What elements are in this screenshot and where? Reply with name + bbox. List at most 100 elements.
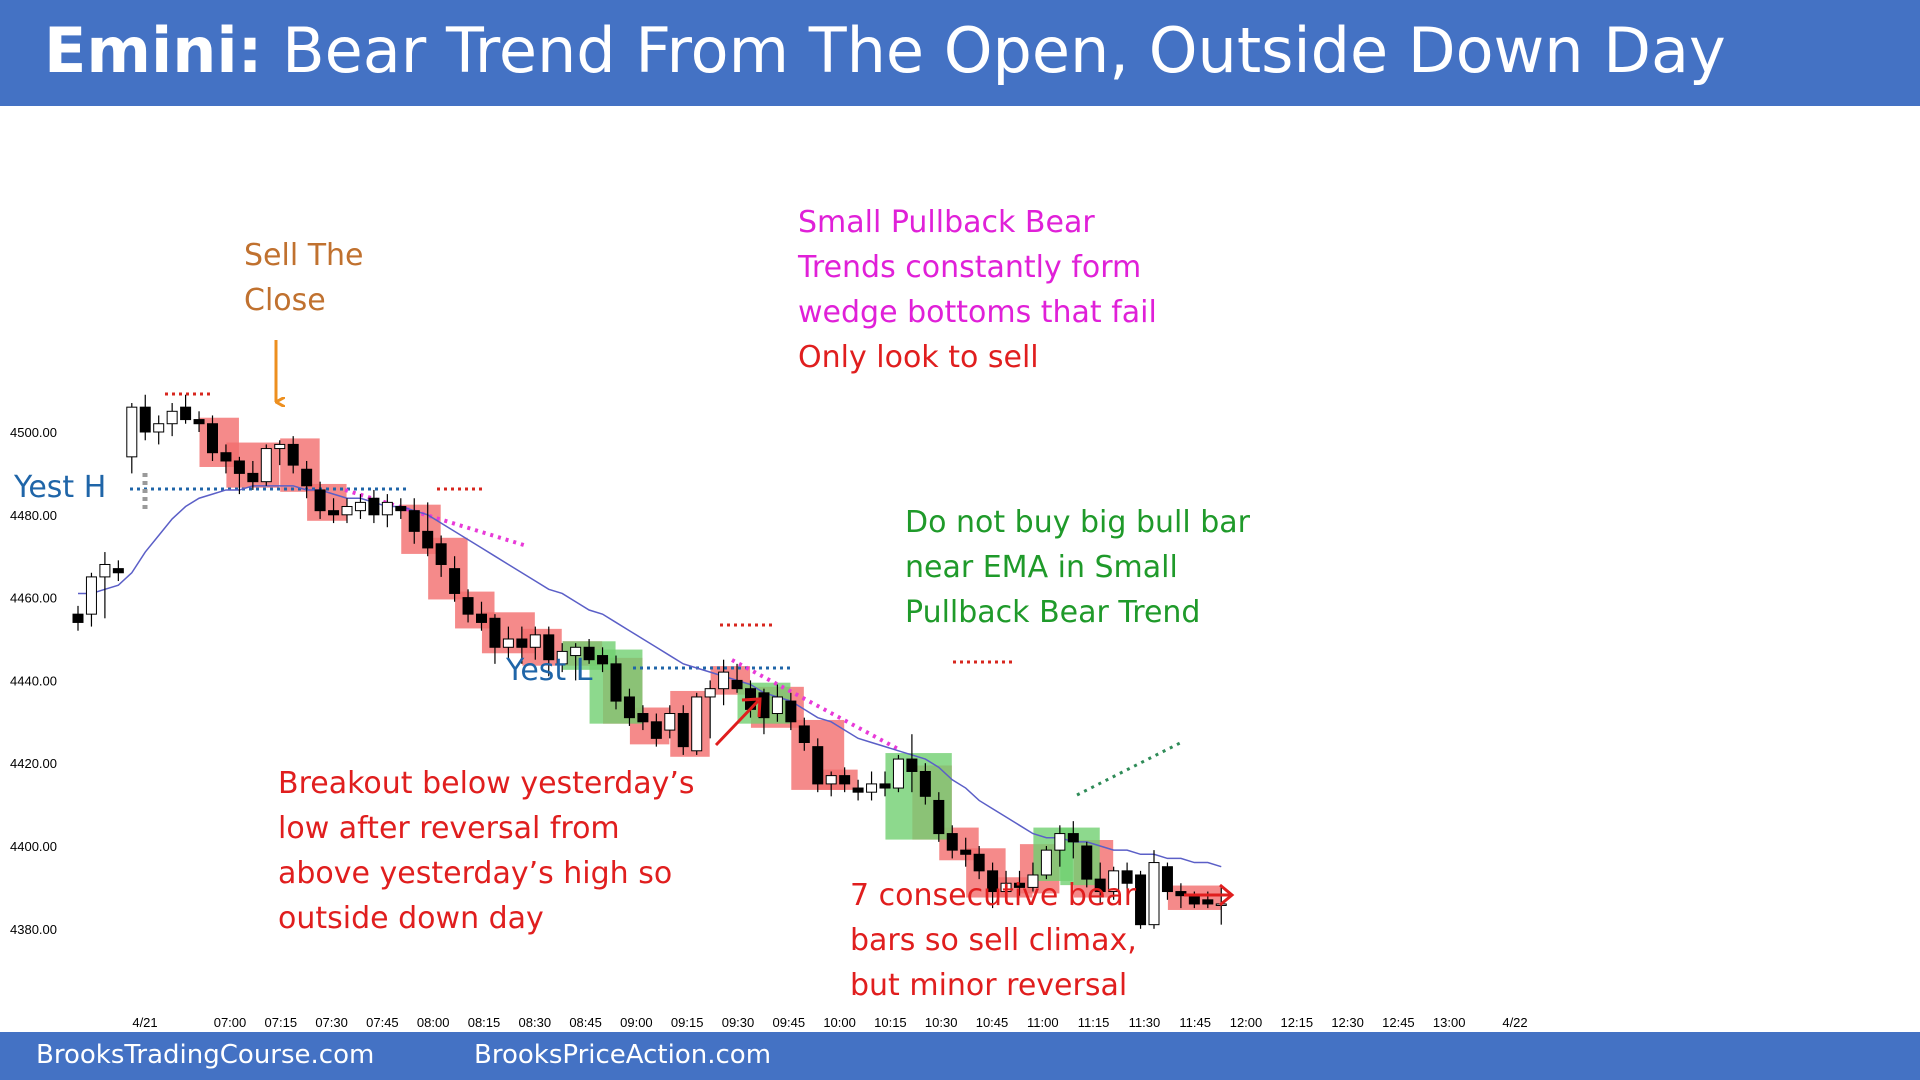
title-banner bbox=[0, 0, 1920, 106]
bear-candle-body bbox=[476, 613, 487, 623]
x-tick-label: 07:00 bbox=[214, 1015, 247, 1030]
bull-candle-body bbox=[570, 646, 582, 657]
bear-candle-body bbox=[301, 468, 313, 487]
bear-candle-body bbox=[879, 783, 891, 789]
x-tick-label: 07:45 bbox=[366, 1015, 399, 1030]
breakout-line-2: low after reversal from bbox=[278, 811, 620, 846]
candle bbox=[1054, 825, 1066, 867]
bear-candle-body bbox=[516, 638, 528, 648]
bear-candle-body bbox=[597, 655, 609, 665]
bear-candle-body bbox=[933, 799, 945, 835]
candle bbox=[1094, 862, 1106, 904]
title-text: Bear Trend From The Open, Outside Down D… bbox=[262, 14, 1726, 87]
x-tick-label: 10:45 bbox=[976, 1015, 1009, 1030]
bull-candle-body bbox=[1027, 874, 1039, 888]
candle bbox=[180, 394, 192, 424]
x-tick-label: 12:00 bbox=[1230, 1015, 1263, 1030]
bear-candle-body bbox=[422, 530, 434, 549]
bear-candle-body bbox=[1121, 870, 1133, 884]
candle bbox=[301, 460, 313, 499]
bull-candle-body bbox=[166, 410, 178, 425]
candle bbox=[973, 846, 985, 880]
yest-h-label: Yest H bbox=[13, 470, 106, 505]
candle bbox=[1081, 841, 1093, 888]
bear-candle-body bbox=[435, 543, 447, 565]
candle bbox=[99, 552, 111, 619]
x-tick-label: 12:45 bbox=[1382, 1015, 1415, 1030]
bear-candle-body bbox=[462, 597, 474, 615]
y-tick-label: 4440.00 bbox=[10, 673, 57, 688]
candle bbox=[731, 663, 743, 693]
candle bbox=[597, 647, 609, 673]
bull-candle-body bbox=[1000, 882, 1012, 893]
bear-candle-body bbox=[798, 725, 810, 744]
candle bbox=[1121, 862, 1133, 896]
candle bbox=[960, 837, 972, 867]
seven-bars-line-1: 7 consecutive bear bbox=[850, 878, 1137, 913]
bull-candle-body bbox=[892, 758, 904, 789]
bear-candle-body bbox=[987, 870, 999, 893]
y-tick-label: 4380.00 bbox=[10, 922, 57, 937]
candle bbox=[112, 560, 124, 582]
x-axis: 4/21 07:00 07:15 07:30 07:45 08:00 08:15 08:30 0… bbox=[132, 1015, 1527, 1030]
y-tick-label: 4460.00 bbox=[10, 591, 57, 606]
bear-candle-body bbox=[610, 663, 622, 702]
bear-candle-body bbox=[314, 489, 326, 512]
candle bbox=[1000, 870, 1012, 900]
bear-candle-body bbox=[543, 634, 555, 661]
bear-candle-body bbox=[233, 460, 245, 474]
bull-candle-body bbox=[341, 506, 353, 516]
x-tick-label: 10:00 bbox=[823, 1015, 856, 1030]
ema-line bbox=[78, 485, 1222, 868]
candle bbox=[449, 556, 461, 602]
bull-candle-body bbox=[691, 696, 703, 752]
do-not-buy-line-1: Do not buy big bull bar bbox=[905, 505, 1251, 540]
footer-link-brookspriceaction[interactable]: BrooksPriceAction.com bbox=[474, 1040, 772, 1070]
candle bbox=[798, 717, 810, 751]
y-tick-label: 4420.00 bbox=[10, 756, 57, 771]
small-pullback-line-2: Trends constantly form bbox=[797, 250, 1141, 285]
bull-candle-body bbox=[260, 448, 272, 483]
breakout-line-4: outside down day bbox=[278, 901, 544, 936]
highlight-box bbox=[428, 537, 468, 600]
x-tick-label: 4/22 bbox=[1502, 1015, 1527, 1030]
bear-candle-body bbox=[72, 613, 84, 623]
bear-candle-body bbox=[449, 568, 461, 594]
x-tick-label: 07:15 bbox=[265, 1015, 298, 1030]
yest-l-label: Yest L bbox=[505, 653, 593, 688]
candle bbox=[1148, 850, 1160, 929]
candle bbox=[476, 601, 487, 631]
footer-link-brookstradingcourse[interactable]: BrooksTradingCourse.com bbox=[36, 1040, 375, 1070]
bull-candle-body bbox=[664, 713, 676, 731]
bull-candle-body bbox=[704, 688, 716, 698]
candle bbox=[1027, 862, 1039, 892]
bull-candle-body bbox=[556, 650, 568, 665]
bear-candle-body bbox=[368, 497, 380, 516]
candle bbox=[812, 738, 824, 793]
candle bbox=[906, 734, 918, 793]
candle bbox=[354, 494, 366, 519]
bear-candle-body bbox=[906, 758, 918, 772]
candle bbox=[72, 605, 84, 631]
bull-candle-body bbox=[274, 443, 286, 450]
bear-candle-body bbox=[207, 423, 218, 454]
only-sell-text: Only look to sell bbox=[798, 340, 1039, 375]
breakout-line-1: Breakout below yesterday’s bbox=[278, 766, 695, 801]
bull-candle-body bbox=[529, 634, 541, 648]
y-axis: 4500.00 4480.00 4460.00 4440.00 4420.00 4400.… bbox=[10, 425, 57, 937]
bear-candle-body bbox=[852, 787, 864, 793]
x-tick-label: 10:30 bbox=[925, 1015, 958, 1030]
candle bbox=[516, 626, 528, 664]
candle bbox=[1067, 821, 1079, 859]
right-arrowhead-icon bbox=[1219, 883, 1235, 907]
bear-candle-body bbox=[1014, 882, 1025, 888]
candle bbox=[919, 763, 931, 805]
candle bbox=[933, 792, 945, 842]
x-tick-label: 11:45 bbox=[1179, 1015, 1211, 1030]
bear-candle-body bbox=[583, 646, 595, 661]
bear-candle-body bbox=[247, 472, 259, 483]
candle bbox=[462, 589, 474, 623]
bear-candle-body bbox=[731, 679, 743, 690]
candle bbox=[946, 825, 958, 859]
candle bbox=[502, 626, 514, 660]
